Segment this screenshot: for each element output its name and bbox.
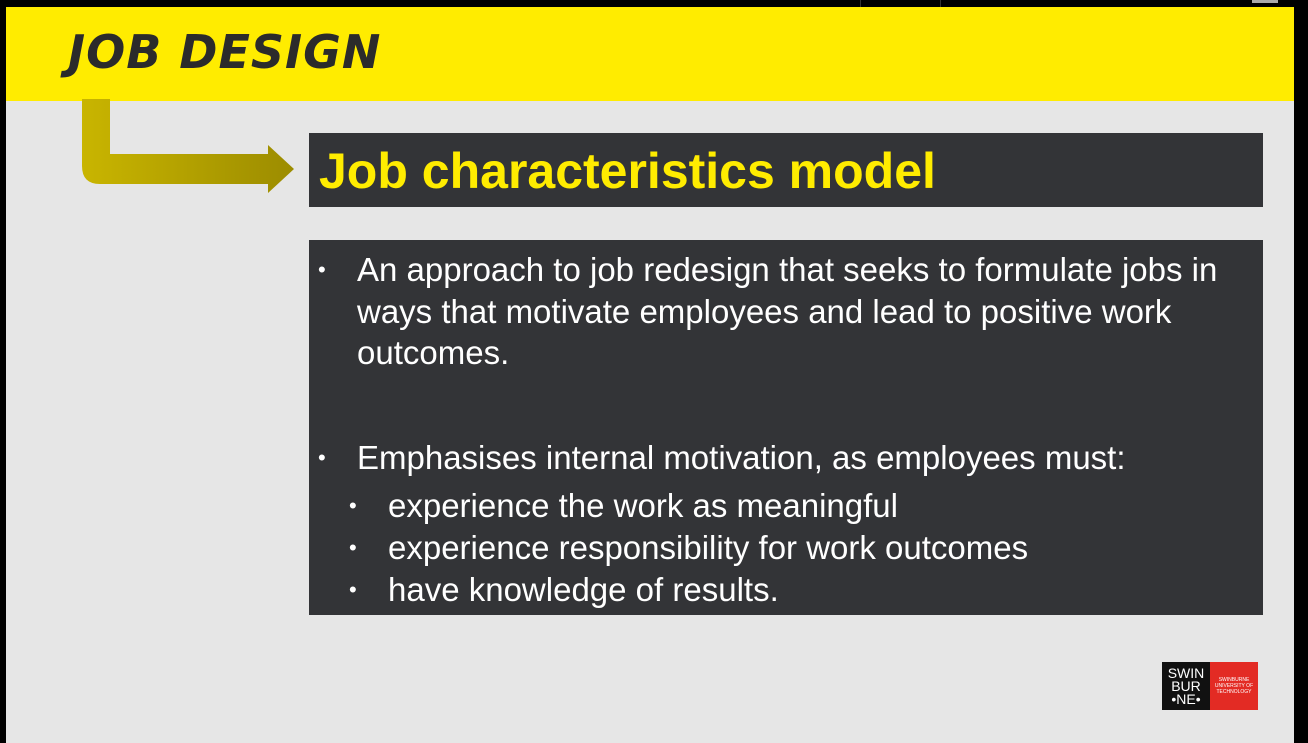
content-box: • An approach to job redesign that seeks…	[309, 240, 1263, 615]
bullet-icon: •	[318, 257, 326, 282]
arrow-icon	[82, 99, 294, 193]
sub-bullet-item: • experience responsibility for work out…	[349, 527, 1029, 569]
logo-mark: SWIN BUR •NE•	[1162, 662, 1210, 710]
logo-subtext: TECHNOLOGY	[1216, 689, 1252, 695]
bullet-icon: •	[349, 577, 357, 602]
logo-subtext: SWINBURNE	[1218, 677, 1250, 683]
logo-line: SWIN	[1167, 664, 1205, 681]
slide-title: JOB DESIGN	[68, 25, 382, 79]
sub-bullet-item: • experience the work as meaningful	[349, 485, 898, 527]
sub-bullet-text: have knowledge of results.	[388, 571, 779, 608]
logo-subtext: UNIVERSITY OF	[1214, 683, 1254, 689]
bullet-text: Emphasises internal motivation, as emplo…	[357, 439, 1126, 476]
heading-box: Job characteristics model	[309, 133, 1263, 207]
sub-bullet-text: experience the work as meaningful	[388, 487, 898, 524]
logo-line: •NE•	[1171, 690, 1201, 707]
logo-line: BUR	[1171, 677, 1201, 694]
bullet-icon: •	[349, 535, 357, 560]
bullet-icon: •	[318, 445, 326, 470]
sub-bullet-item: • have knowledge of results.	[349, 569, 779, 611]
bullet-text: An approach to job redesign that seeks t…	[357, 251, 1218, 371]
corner-indicator	[1252, 0, 1278, 3]
bullet-item: • Emphasises internal motivation, as emp…	[318, 437, 1257, 479]
presentation-slide: JOB DESIGN Job characteristics model • A…	[6, 7, 1294, 743]
bullet-icon: •	[349, 493, 357, 518]
section-heading: Job characteristics model	[319, 143, 936, 199]
sub-bullet-text: experience responsibility for work outco…	[388, 529, 1029, 566]
title-bar: JOB DESIGN	[6, 7, 1294, 101]
bullet-item: • An approach to job redesign that seeks…	[318, 249, 1257, 374]
logo-wordmark: SWINBURNE UNIVERSITY OF TECHNOLOGY	[1210, 662, 1258, 710]
window-divider	[940, 0, 941, 7]
swinburne-logo: SWIN BUR •NE• SWINBURNE UNIVERSITY OF TE…	[1162, 662, 1258, 710]
window-divider	[860, 0, 861, 7]
